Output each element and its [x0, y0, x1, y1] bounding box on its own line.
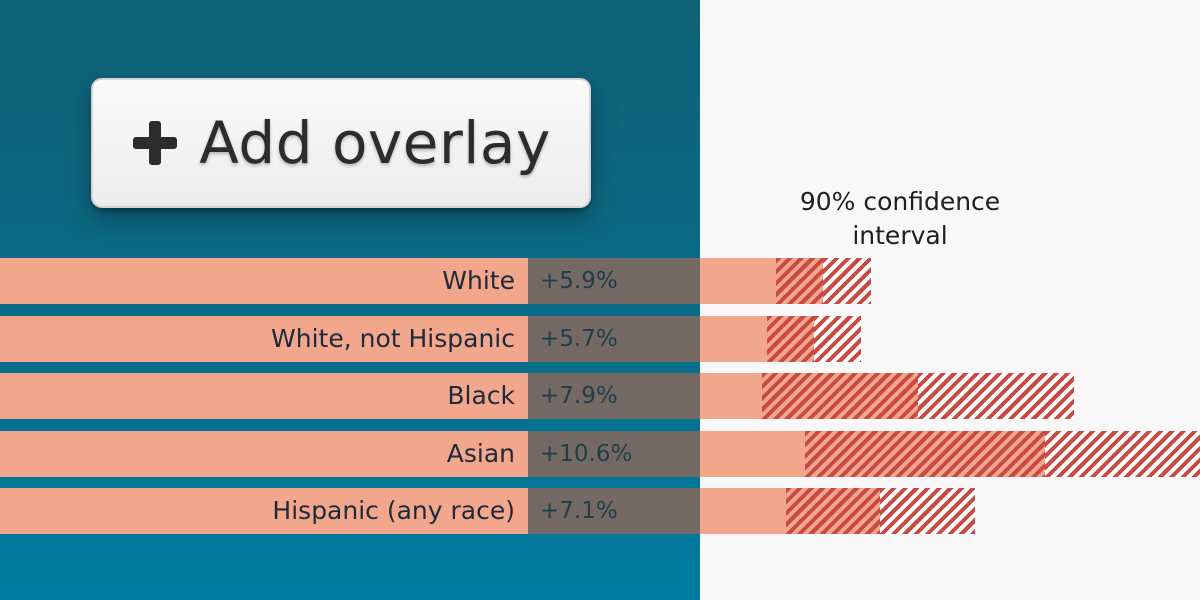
- category-label: Black: [447, 381, 515, 410]
- ci-upper-half: [1045, 430, 1200, 477]
- ci-lower-half: [776, 258, 824, 304]
- value-box: [528, 373, 700, 419]
- value-label: +7.9%: [540, 383, 618, 409]
- add-overlay-label: Add overlay: [199, 109, 551, 177]
- add-overlay-button[interactable]: Add overlay: [91, 78, 591, 208]
- value-label: +7.1%: [540, 498, 618, 524]
- value-label: +5.9%: [540, 268, 618, 294]
- category-label: Asian: [446, 438, 515, 468]
- value-box: [528, 488, 700, 534]
- category-label: White: [442, 266, 515, 295]
- ci-lower-half: [762, 373, 918, 419]
- category-label: White, not Hispanic: [271, 323, 515, 353]
- category-label: Hispanic (any race): [272, 496, 515, 525]
- chart-row: +5.7% White, not Hispanic: [0, 315, 1200, 362]
- value-box: [528, 315, 700, 362]
- value-box: [528, 430, 700, 477]
- value-box: [528, 258, 700, 304]
- ci-upper-half: [814, 315, 862, 362]
- chart-row: +7.9% Black: [0, 373, 1200, 419]
- plus-icon: [133, 121, 178, 165]
- chart-row: +5.9% White: [0, 258, 1200, 304]
- value-label: +10.6%: [540, 440, 633, 467]
- ci-lower-half: [785, 488, 881, 534]
- confidence-legend-line1: 90% confidence: [799, 187, 1001, 216]
- ci-upper-half: [880, 488, 975, 534]
- chart-row: +10.6% Asian: [0, 430, 1200, 477]
- chart-row: +7.1% Hispanic (any race): [0, 488, 1200, 534]
- ci-lower-half: [766, 315, 815, 362]
- ci-upper-half: [917, 373, 1074, 419]
- ci-lower-half: [804, 430, 1046, 477]
- confidence-legend-line2: interval: [852, 221, 948, 250]
- value-label: +5.7%: [540, 325, 618, 352]
- confidence-interval-legend: 90% confidence interval: [780, 185, 1020, 253]
- ci-upper-half: [823, 258, 871, 304]
